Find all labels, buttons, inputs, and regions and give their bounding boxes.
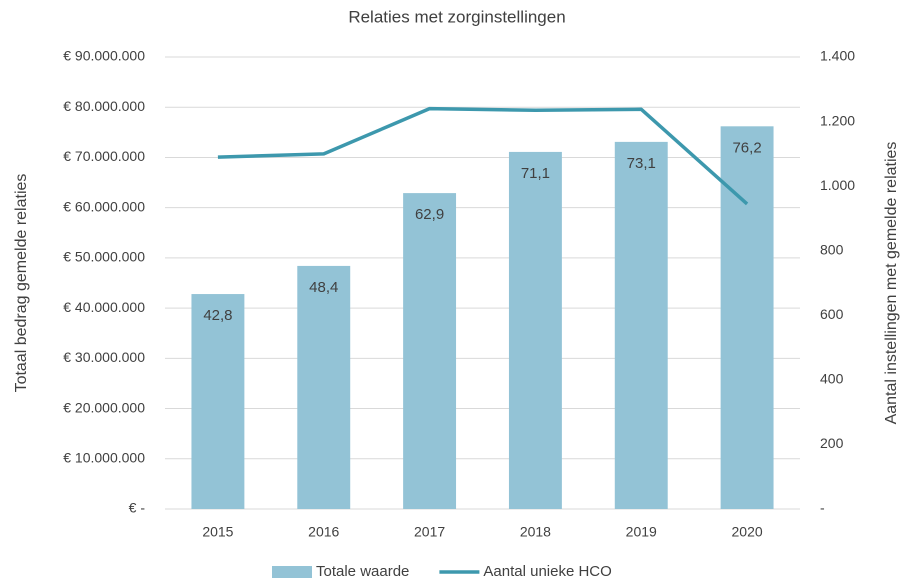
y2-tick-label: 600 (820, 306, 844, 322)
y-tick-label: € 20.000.000 (63, 399, 145, 415)
data-label: 48,4 (309, 279, 338, 296)
bar (297, 265, 351, 509)
y2-tick-label: 1.000 (820, 177, 855, 193)
y2-tick-label: 200 (820, 435, 844, 451)
x-tick-label: 2018 (520, 524, 551, 540)
y-axis-title: Totaal bedrag gemelde relaties (13, 174, 30, 393)
y2-tick-label: 1.200 (820, 112, 855, 128)
y2-tick-label: 400 (820, 371, 844, 387)
y-tick-label: € 10.000.000 (63, 449, 145, 465)
y2-tick-label: - (820, 500, 825, 516)
legend-swatch (272, 566, 312, 578)
y-tick-label: € 60.000.000 (63, 198, 145, 214)
data-label: 71,1 (521, 165, 550, 182)
bar (508, 151, 562, 510)
x-tick-label: 2015 (202, 524, 233, 540)
x-tick-label: 2017 (414, 524, 445, 540)
legend-label: Aantal unieke HCO (483, 563, 611, 580)
y-tick-label: € 70.000.000 (63, 148, 145, 164)
y-tick-label: € 90.000.000 (63, 48, 145, 64)
data-label: 42,8 (203, 307, 232, 324)
bar (403, 193, 457, 509)
bar (191, 294, 245, 509)
y-tick-label: € 50.000.000 (63, 249, 145, 265)
line (217, 106, 749, 206)
bar (614, 141, 668, 509)
data-label: 76,2 (732, 139, 761, 156)
data-label: 62,9 (415, 206, 444, 223)
y-tick-label: € 30.000.000 (63, 349, 145, 365)
y2-tick-label: 800 (820, 241, 844, 257)
data-label: 73,1 (627, 155, 656, 172)
y-tick-label: € - (129, 500, 146, 516)
x-tick-label: 2016 (308, 524, 339, 540)
y2-axis-title: Aantal instellingen met gemelde relaties (883, 142, 900, 425)
x-tick-label: 2020 (732, 524, 763, 540)
chart-title: Relaties met zorginstellingen (348, 7, 565, 26)
y-tick-label: € 80.000.000 (63, 98, 145, 114)
legend-label: Totale waarde (316, 563, 409, 580)
y2-tick-label: 1.400 (820, 48, 855, 64)
x-tick-label: 2019 (626, 524, 657, 540)
y-tick-label: € 40.000.000 (63, 299, 145, 315)
bar (720, 126, 774, 509)
